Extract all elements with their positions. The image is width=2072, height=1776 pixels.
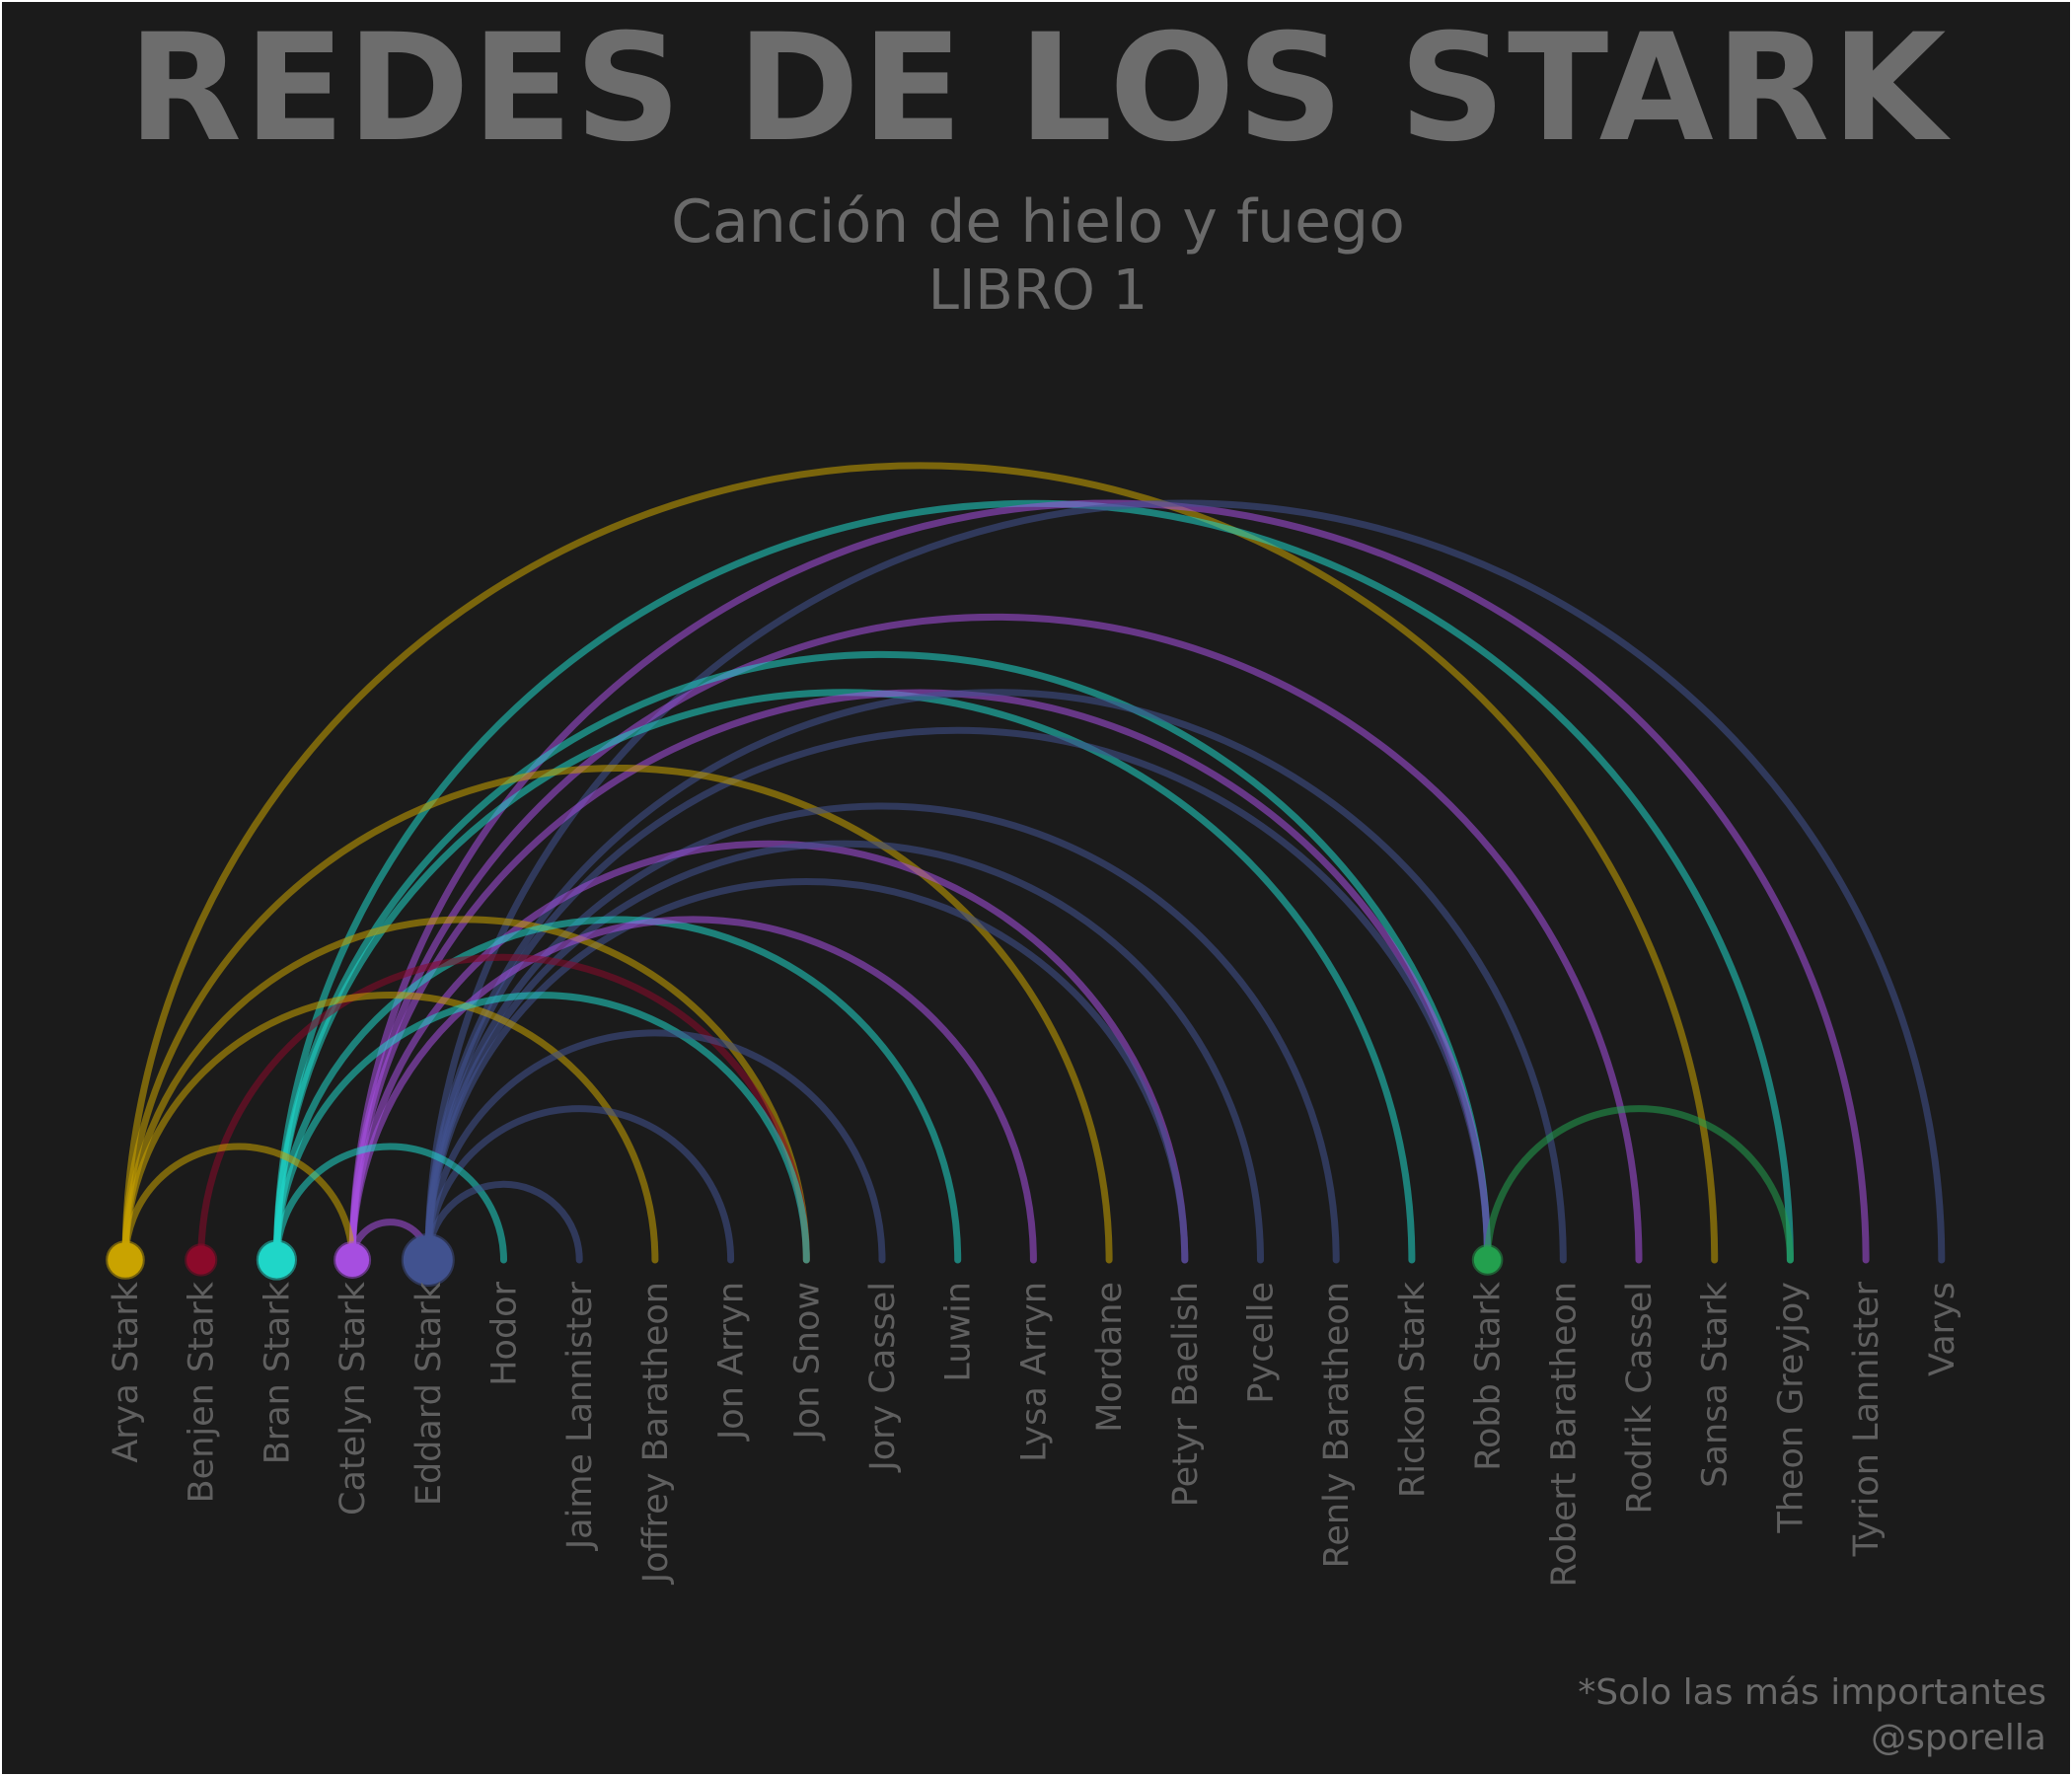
arc-arya-stark-to-sansa-stark [121,462,1719,1264]
label-layer: Arya Stark Benjen Stark Bran Stark Catelyn … [107,1281,1962,1587]
node-label-rickon-stark: Rickon Stark [1393,1281,1433,1498]
arc-eddard-stark-to-jon-arryn [424,1105,735,1264]
node-label-jory-cassel: Jory Cassel [863,1282,903,1473]
node-label-theon-greyjoy: Theon Greyjoy [1771,1282,1811,1534]
arc-bran-stark-to-robb-stark [272,650,1492,1264]
arc-bran-stark-to-jon-snow [272,992,810,1264]
node-label-eddard-stark: Eddard Stark [409,1281,449,1506]
credit: @sporella [1871,1718,2046,1758]
node-label-luwin: Luwin [939,1282,979,1382]
arc-catelyn-stark-to-petyr-baelish [348,840,1189,1264]
arc-eddard-stark-to-pycelle [424,840,1264,1264]
arc-eddard-stark-to-jory-cassel [424,1029,886,1264]
arc-bran-stark-to-luwin [272,916,962,1264]
node-catelyn-stark [333,1241,372,1279]
node-layer [106,1233,1504,1287]
node-label-bran-stark: Bran Stark [258,1281,297,1464]
subtitle: Canción de hielo y fuego [671,187,1405,257]
node-benjen-stark [185,1243,218,1277]
node-label-jaime-lannister: Jaime Lannister [560,1281,600,1551]
node-label-robb-stark: Robb Stark [1469,1281,1509,1470]
node-arya-stark [106,1240,145,1280]
arc-bran-stark-to-hodor [272,1143,507,1264]
node-label-jon-snow: Jon Snow [787,1282,827,1441]
node-label-pycelle: Pycelle [1242,1282,1282,1404]
arc-eddard-stark-to-renly-baratheon [424,802,1340,1264]
arc-eddard-stark-to-robb-stark [424,726,1492,1264]
node-label-mordane: Mordane [1090,1282,1130,1433]
subtitle-book: LIBRO 1 [927,259,1148,323]
arc-catelyn-stark-to-tyrion-lannister [348,499,1870,1264]
arc-eddard-stark-to-jaime-lannister [424,1180,583,1264]
arc-benjen-stark-to-jon-snow [197,953,810,1264]
arc-layer [121,462,1946,1264]
node-label-robert-baratheon: Robert Baratheon [1544,1282,1584,1587]
node-eddard-stark [401,1233,455,1287]
footnote: *Solo las más importantes [1578,1672,2046,1713]
arc-eddard-stark-to-varys [424,499,1946,1264]
arc-catelyn-stark-to-rodrik-cassel [348,613,1643,1264]
arc-eddard-stark-to-robert-baratheon [424,689,1567,1264]
arc-bran-stark-to-rickon-stark [272,689,1416,1264]
node-label-arya-stark: Arya Stark [107,1281,146,1462]
arc-arya-stark-to-joffrey-baratheon [121,992,659,1264]
node-label-varys: Varys [1923,1282,1962,1376]
node-bran-stark [256,1239,297,1281]
node-label-hodor: Hodor [485,1281,525,1385]
arc-arya-stark-to-jon-snow [121,916,810,1264]
node-label-tyrion-lannister: Tyrion Lannister [1847,1281,1887,1557]
arc-catelyn-stark-to-robb-stark [348,689,1492,1264]
node-label-petyr-baelish: Petyr Baelish [1166,1282,1206,1507]
node-robb-stark [1471,1244,1504,1276]
node-label-catelyn-stark: Catelyn Stark [333,1281,373,1516]
node-label-lysa-arryn: Lysa Arryn [1014,1282,1054,1462]
arc-arya-stark-to-catelyn-stark [121,1143,356,1264]
node-label-renly-baratheon: Renly Baratheon [1317,1282,1357,1568]
arc-catelyn-stark-to-lysa-arryn [348,916,1037,1264]
node-label-sansa-stark: Sansa Stark [1696,1281,1736,1487]
node-label-joffrey-baratheon: Joffrey Baratheon [636,1282,676,1585]
arc-bran-stark-to-theon-greyjoy [272,499,1794,1264]
arc-eddard-stark-to-petyr-baelish [424,878,1189,1264]
node-label-jon-arryn: Jon Arryn [712,1282,752,1442]
arc-arya-stark-to-mordane [121,765,1113,1264]
arc-robb-stark-to-theon-greyjoy [1484,1105,1794,1264]
node-label-rodrik-cassel: Rodrik Cassel [1620,1282,1660,1515]
page-title: REDES DE LOS STARK [127,3,1949,175]
node-label-benjen-stark: Benjen Stark [183,1281,222,1503]
